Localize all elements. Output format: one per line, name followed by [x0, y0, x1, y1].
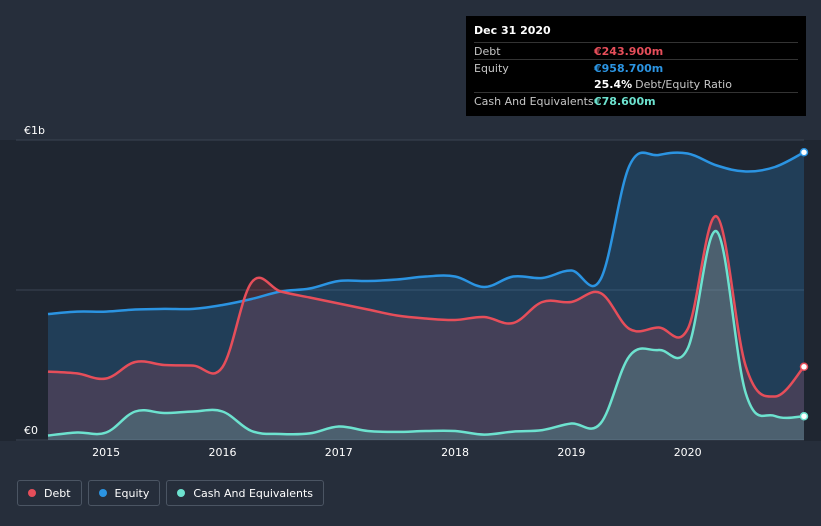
gridlines — [0, 139, 821, 441]
y-tick-label-0: €0 — [24, 424, 38, 437]
line-debt — [47, 215, 805, 398]
x-tick-label-1: 2016 — [208, 446, 236, 459]
legend-dot-debt — [28, 489, 36, 497]
x-axis: 2015 2016 2017 2018 2019 2020 — [92, 446, 702, 459]
tooltip-debt-label: Debt — [474, 44, 501, 58]
tooltip-cash-row: Cash And Equivalents €78.600m — [474, 92, 798, 109]
x-tick-label-3: 2018 — [441, 446, 469, 459]
series-lines — [47, 151, 805, 437]
x-tick-label-2: 2017 — [325, 446, 353, 459]
legend-dot-cash — [177, 489, 186, 497]
tooltip-ratio-value: 25.4% — [594, 77, 633, 91]
x-tick-label-5: 2020 — [674, 446, 702, 459]
legend-label-equity: Equity — [114, 486, 150, 500]
legend-label-debt: Debt — [44, 486, 71, 500]
y-axis: €0 €1b — [24, 124, 45, 437]
tooltip-cash-value: €78.600m — [594, 94, 656, 108]
end-markers — [799, 148, 809, 421]
line-equity — [47, 151, 805, 316]
legend-item-debt[interactable]: Debt — [17, 480, 82, 506]
tooltip-equity-value: €958.700m — [594, 61, 664, 75]
tooltip-equity-row: Equity €958.700m — [474, 59, 798, 76]
x-tick-label-0: 2015 — [92, 446, 120, 459]
tooltip-date: Dec 31 2020 — [474, 24, 551, 37]
end-marker-debt[interactable] — [799, 362, 809, 372]
tooltip-panel: Dec 31 2020 Debt €243.900m Equity €958.7… — [466, 16, 806, 116]
tooltip-debt-value: €243.900m — [594, 44, 664, 58]
tooltip-cash-label: Cash And Equivalents — [474, 94, 594, 108]
legend-item-cash[interactable]: Cash And Equivalents — [166, 480, 324, 506]
line-cash — [47, 230, 805, 437]
end-marker-equity[interactable] — [799, 148, 809, 157]
legend-label-cash: Cash And Equivalents — [193, 486, 313, 500]
tooltip-debt-row: Debt €243.900m — [474, 42, 798, 59]
area-debt — [48, 216, 804, 440]
legend-item-equity[interactable]: Equity — [87, 480, 161, 506]
y-tick-label-1: €1b — [24, 124, 45, 137]
legend-dot-equity — [98, 489, 107, 497]
tooltip-ratio-row: 25.4% Debt/Equity Ratio — [474, 76, 798, 92]
end-marker-cash[interactable] — [799, 412, 809, 421]
area-cash — [48, 231, 804, 440]
tooltip-equity-label: Equity — [474, 61, 509, 75]
tooltip-ratio-label: Debt/Equity Ratio — [635, 77, 732, 91]
x-tick-label-4: 2019 — [557, 446, 585, 459]
legend: Debt Equity Cash And Equivalents — [17, 480, 324, 506]
